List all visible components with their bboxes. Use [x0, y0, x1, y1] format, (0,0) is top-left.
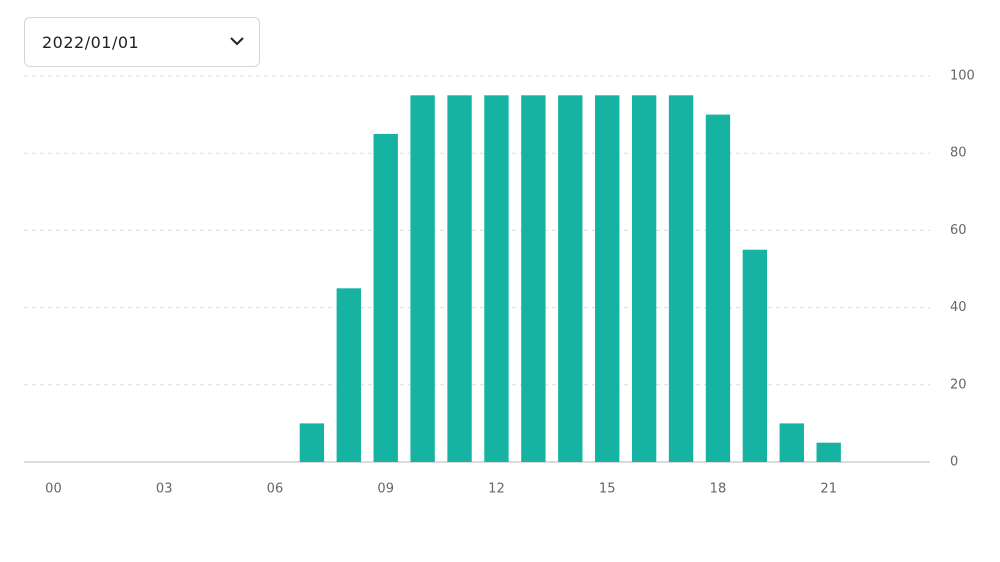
bar: [410, 95, 435, 463]
x-tick-label: 06: [267, 482, 284, 497]
bar: [705, 114, 731, 462]
x-tick-label: 15: [599, 482, 616, 497]
x-tick-label: 00: [45, 482, 62, 497]
chevron-icon: [230, 37, 244, 46]
bar: [595, 95, 620, 463]
date-value: 2022/01/01: [42, 33, 140, 52]
y-tick-label: 40: [950, 300, 967, 315]
x-tick-label: 18: [710, 482, 727, 497]
x-tick-label: 12: [488, 482, 505, 497]
bar: [447, 95, 472, 463]
bar: [631, 95, 657, 463]
y-tick-label: 80: [950, 146, 967, 161]
y-tick-label: 20: [950, 377, 967, 392]
x-tick-label: 21: [820, 482, 837, 497]
date-dropdown[interactable]: 2022/01/01: [24, 17, 260, 67]
y-tick-label: 0: [950, 455, 958, 470]
bar: [779, 423, 804, 462]
bar: [299, 423, 325, 462]
bar: [336, 288, 361, 462]
bar: [373, 133, 398, 462]
bar: [816, 442, 841, 462]
bar: [742, 249, 768, 462]
x-tick-label: 09: [377, 482, 394, 497]
y-tick-label: 100: [950, 69, 975, 84]
bar: [558, 95, 583, 463]
bar: [521, 95, 546, 463]
bar: [484, 95, 509, 463]
y-tick-label: 60: [950, 223, 967, 238]
x-tick-label: 03: [156, 482, 173, 497]
bar: [668, 95, 694, 463]
